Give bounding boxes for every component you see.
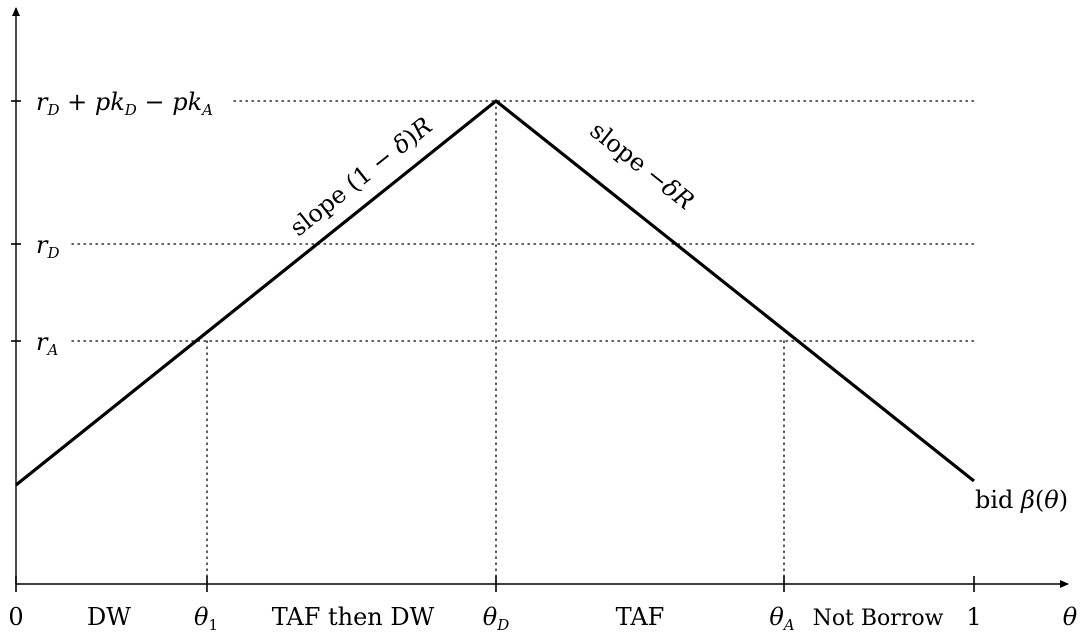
- x-axis-label: θ: [1063, 603, 1078, 631]
- x-label-zero: 0: [8, 603, 23, 631]
- region-not-borrow: Not Borrow: [813, 606, 944, 631]
- x-label-thetaD: θD: [483, 603, 509, 634]
- y-label-rD: rD: [36, 231, 60, 262]
- region-taf: TAF: [616, 603, 665, 631]
- x-label-one: 1: [966, 603, 981, 631]
- y-label-top: rD + pkD − pkA: [36, 88, 213, 119]
- x-label-theta1: θ1: [194, 603, 218, 634]
- slope-right-label: slope −δR: [585, 116, 700, 215]
- slope-left-label: slope (1 − δ)R: [284, 112, 437, 242]
- x-label-thetaA: θA: [769, 603, 794, 634]
- region-dw: DW: [87, 603, 131, 631]
- y-label-rA: rA: [36, 328, 58, 359]
- curve-label: bid β(θ): [975, 486, 1068, 514]
- bid-curve: [15, 99, 975, 487]
- region-taf-then-dw: TAF then DW: [272, 603, 435, 631]
